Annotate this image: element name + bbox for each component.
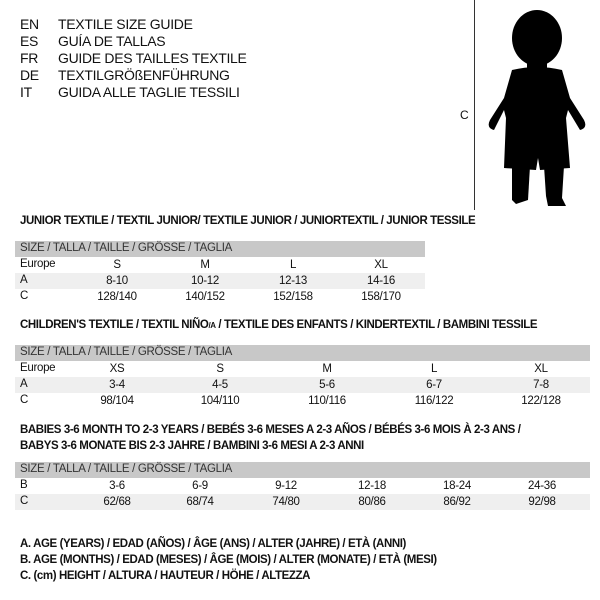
table-cell: 92/98 xyxy=(528,496,556,508)
table-cell: 18-24 xyxy=(443,480,471,492)
language-title: GUIDA ALLE TAGLIE TESSILI xyxy=(58,84,240,100)
table-cell: XL xyxy=(534,363,548,375)
language-line: ES GUÍA DE TALLAS xyxy=(20,33,166,49)
size-header-row: SIZE / TALLA / TAILLE / GRÖSSE / TAGLIA xyxy=(15,462,590,478)
table-cell: 80/86 xyxy=(358,496,386,508)
table-cell: 128/140 xyxy=(97,291,137,303)
table-cell: S xyxy=(216,363,224,375)
table-cell: S xyxy=(113,259,121,271)
legend-c: C. (cm) HEIGHT / ALTURA / HAUTEUR / HÖHE… xyxy=(20,570,311,582)
table-cell: 122/128 xyxy=(521,395,561,407)
row-label: C xyxy=(20,394,29,406)
table-cell: 9-12 xyxy=(275,480,297,492)
row-label: Europe xyxy=(20,258,56,270)
language-code: EN xyxy=(20,16,39,32)
table-cell: 68/74 xyxy=(186,496,214,508)
language-title: GUIDE DES TAILLES TEXTILE xyxy=(58,50,247,66)
table-cell: 6-9 xyxy=(192,480,208,492)
table-cell: 24-36 xyxy=(528,480,556,492)
table-cell: L xyxy=(289,259,297,271)
table-cell: XL xyxy=(374,259,388,271)
legend-b: B. AGE (MONTHS) / EDAD (MESES) / ÂGE (MO… xyxy=(20,554,437,566)
language-code: ES xyxy=(20,33,39,49)
table-row: A 8-10 10-12 12-13 14-16 xyxy=(15,273,425,289)
row-label: B xyxy=(20,479,28,491)
table-cell: 158/170 xyxy=(361,291,401,303)
table-row: B 3-6 6-9 9-12 12-18 18-24 24-36 xyxy=(15,478,590,494)
language-line: EN TEXTILE SIZE GUIDE xyxy=(20,16,193,32)
table-cell: 6-7 xyxy=(426,379,442,391)
table-cell: M xyxy=(200,259,210,271)
table-cell: 3-6 xyxy=(109,480,125,492)
language-title: GUÍA DE TALLAS xyxy=(58,33,166,49)
table-cell: XS xyxy=(109,363,125,375)
language-line: IT GUIDA ALLE TAGLIE TESSILI xyxy=(20,84,240,100)
table-cell: 62/68 xyxy=(103,496,131,508)
row-label: A xyxy=(20,378,28,390)
table-cell: 110/116 xyxy=(308,395,346,407)
height-line xyxy=(474,0,475,210)
language-line: DE TEXTILGRÖßENFÜHRUNG xyxy=(20,67,230,83)
row-label: A xyxy=(20,274,28,286)
language-line: FR GUIDE DES TAILLES TEXTILE xyxy=(20,50,247,66)
table-cell: 74/80 xyxy=(272,496,300,508)
language-title: TEXTILGRÖßENFÜHRUNG xyxy=(58,67,230,83)
legend-a: A. AGE (YEARS) / EDAD (AÑOS) / ÂGE (ANS)… xyxy=(20,538,406,550)
table-row: A 3-4 4-5 5-6 6-7 7-8 xyxy=(15,377,590,393)
table-cell: 3-4 xyxy=(109,379,125,391)
table-cell: 98/104 xyxy=(100,395,134,407)
junior-title: JUNIOR TEXTILE / TEXTIL JUNIOR/ TEXTILE … xyxy=(20,215,476,227)
table-cell: 5-6 xyxy=(319,379,335,391)
row-label: C xyxy=(20,290,29,302)
table-cell: 14-16 xyxy=(367,275,395,287)
table-cell: 12-18 xyxy=(358,480,386,492)
language-code: FR xyxy=(20,50,39,66)
babies-title-line1: BABIES 3-6 MONTH TO 2-3 YEARS / BEBÉS 3-… xyxy=(20,424,521,436)
table-row: C 98/104 104/110 110/116 116/122 122/128 xyxy=(15,393,590,409)
size-header: SIZE / TALLA / TAILLE / GRÖSSE / TAGLIA xyxy=(20,346,233,358)
table-cell: L xyxy=(430,363,438,375)
child-silhouette-icon xyxy=(488,10,586,206)
language-code: DE xyxy=(20,67,39,83)
table-cell: 12-13 xyxy=(279,275,307,287)
junior-size-table: SIZE / TALLA / TAILLE / GRÖSSE / TAGLIA E… xyxy=(15,241,425,305)
language-title: TEXTILE SIZE GUIDE xyxy=(58,16,193,32)
row-label: Europe xyxy=(20,362,56,374)
table-cell: M xyxy=(322,363,332,375)
size-header: SIZE / TALLA / TAILLE / GRÖSSE / TAGLIA xyxy=(20,463,233,475)
children-size-table: SIZE / TALLA / TAILLE / GRÖSSE / TAGLIA E… xyxy=(15,345,590,409)
size-header: SIZE / TALLA / TAILLE / GRÖSSE / TAGLIA xyxy=(20,242,233,254)
table-cell: 140/152 xyxy=(185,291,225,303)
table-row: Europe XS S M L XL xyxy=(15,361,590,377)
table-cell: 152/158 xyxy=(273,291,313,303)
size-header-row: SIZE / TALLA / TAILLE / GRÖSSE / TAGLIA xyxy=(15,345,590,361)
table-cell: 7-8 xyxy=(533,379,549,391)
row-label: C xyxy=(20,495,29,507)
size-header-row: SIZE / TALLA / TAILLE / GRÖSSE / TAGLIA xyxy=(15,241,425,257)
babies-size-table: SIZE / TALLA / TAILLE / GRÖSSE / TAGLIA B… xyxy=(15,462,590,510)
table-row: C 62/68 68/74 74/80 80/86 86/92 92/98 xyxy=(15,494,590,510)
table-cell: 104/110 xyxy=(200,395,240,407)
table-cell: 10-12 xyxy=(191,275,219,287)
table-cell: 86/92 xyxy=(443,496,471,508)
table-row: Europe S M L XL xyxy=(15,257,425,273)
table-cell: 8-10 xyxy=(106,275,128,287)
babies-title-line2: BABYS 3-6 MONATE BIS 2-3 JAHRE / BAMBINI… xyxy=(20,440,364,452)
table-row: C 128/140 140/152 152/158 158/170 xyxy=(15,289,425,305)
height-marker: C xyxy=(460,108,469,122)
table-cell: 4-5 xyxy=(212,379,228,391)
children-title: CHILDREN'S TEXTILE / TEXTIL NIÑO/A / TEX… xyxy=(20,319,538,331)
language-code: IT xyxy=(20,84,32,100)
table-cell: 116/122 xyxy=(414,395,454,407)
